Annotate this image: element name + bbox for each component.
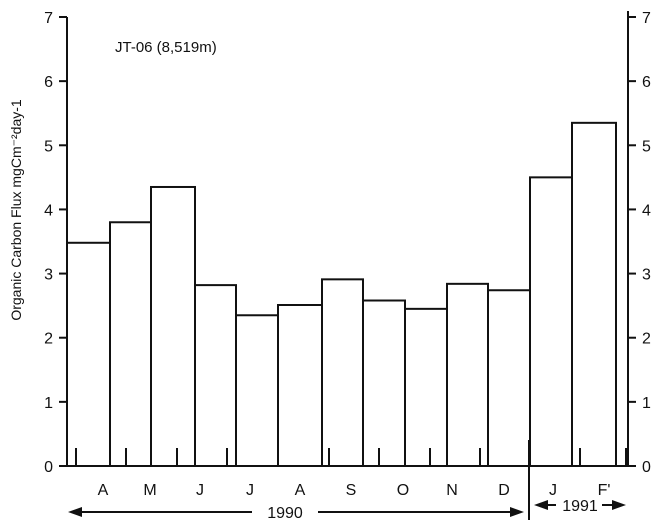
bar-10	[447, 284, 488, 466]
year-1990-label: 1990	[267, 505, 303, 522]
x-tick-label-7: O	[397, 482, 409, 499]
bar-8	[363, 301, 405, 466]
bar-2	[110, 222, 151, 466]
bar-7	[322, 279, 363, 466]
year-1991-label: 1991	[562, 498, 598, 515]
y-tick-label-right-0: 0	[642, 459, 651, 476]
y-tick-label-left-2: 2	[44, 331, 53, 348]
bar-1	[67, 243, 110, 466]
x-tick-label-6: S	[346, 482, 357, 499]
x-tick-label-11: F'	[598, 482, 611, 499]
x-tick-label-3: J	[196, 482, 204, 499]
y-tick-label-left-6: 6	[44, 74, 53, 91]
year-1991-arrow-left-head	[534, 500, 548, 510]
y-axis-label: Organic Carbon Flux mgCm⁻²day-1	[8, 99, 24, 321]
y-tick-label-left-0: 0	[44, 459, 53, 476]
x-tick-label-9: D	[498, 482, 510, 499]
y-tick-label-left-5: 5	[44, 138, 53, 155]
x-tick-label-2: M	[143, 482, 156, 499]
bar-13	[572, 123, 616, 466]
x-tick-label-5: A	[295, 482, 306, 499]
chart-title: JT-06 (8,519m)	[115, 39, 217, 56]
y-tick-label-right-6: 6	[642, 74, 651, 91]
x-tick-label-10: J	[549, 482, 557, 499]
year-1990-arrow-left-head	[68, 507, 82, 517]
year-1991-arrow-right-head	[612, 500, 626, 510]
bar-6	[278, 305, 322, 466]
y-tick-label-right-2: 2	[642, 331, 651, 348]
bar-11	[488, 290, 530, 466]
bars-layer	[67, 123, 616, 466]
y-tick-label-left-7: 7	[44, 10, 53, 27]
x-tick-label-1: A	[98, 482, 109, 499]
y-tick-label-left-4: 4	[44, 202, 53, 219]
bar-3	[151, 187, 195, 466]
y-tick-label-right-7: 7	[642, 10, 651, 27]
year-1990-arrow-right-head	[510, 507, 524, 517]
bar-9	[405, 309, 447, 466]
bar-4	[195, 285, 236, 466]
bar-12	[530, 177, 572, 466]
y-tick-label-right-4: 4	[642, 202, 651, 219]
x-tick-label-8: N	[446, 482, 458, 499]
x-tick-label-4: J	[246, 482, 254, 499]
y-tick-label-left-3: 3	[44, 267, 53, 284]
y-tick-label-right-1: 1	[642, 395, 651, 412]
y-tick-label-right-5: 5	[642, 138, 651, 155]
y-tick-label-right-3: 3	[642, 267, 651, 284]
y-tick-label-left-1: 1	[44, 395, 53, 412]
bar-5	[236, 315, 278, 466]
